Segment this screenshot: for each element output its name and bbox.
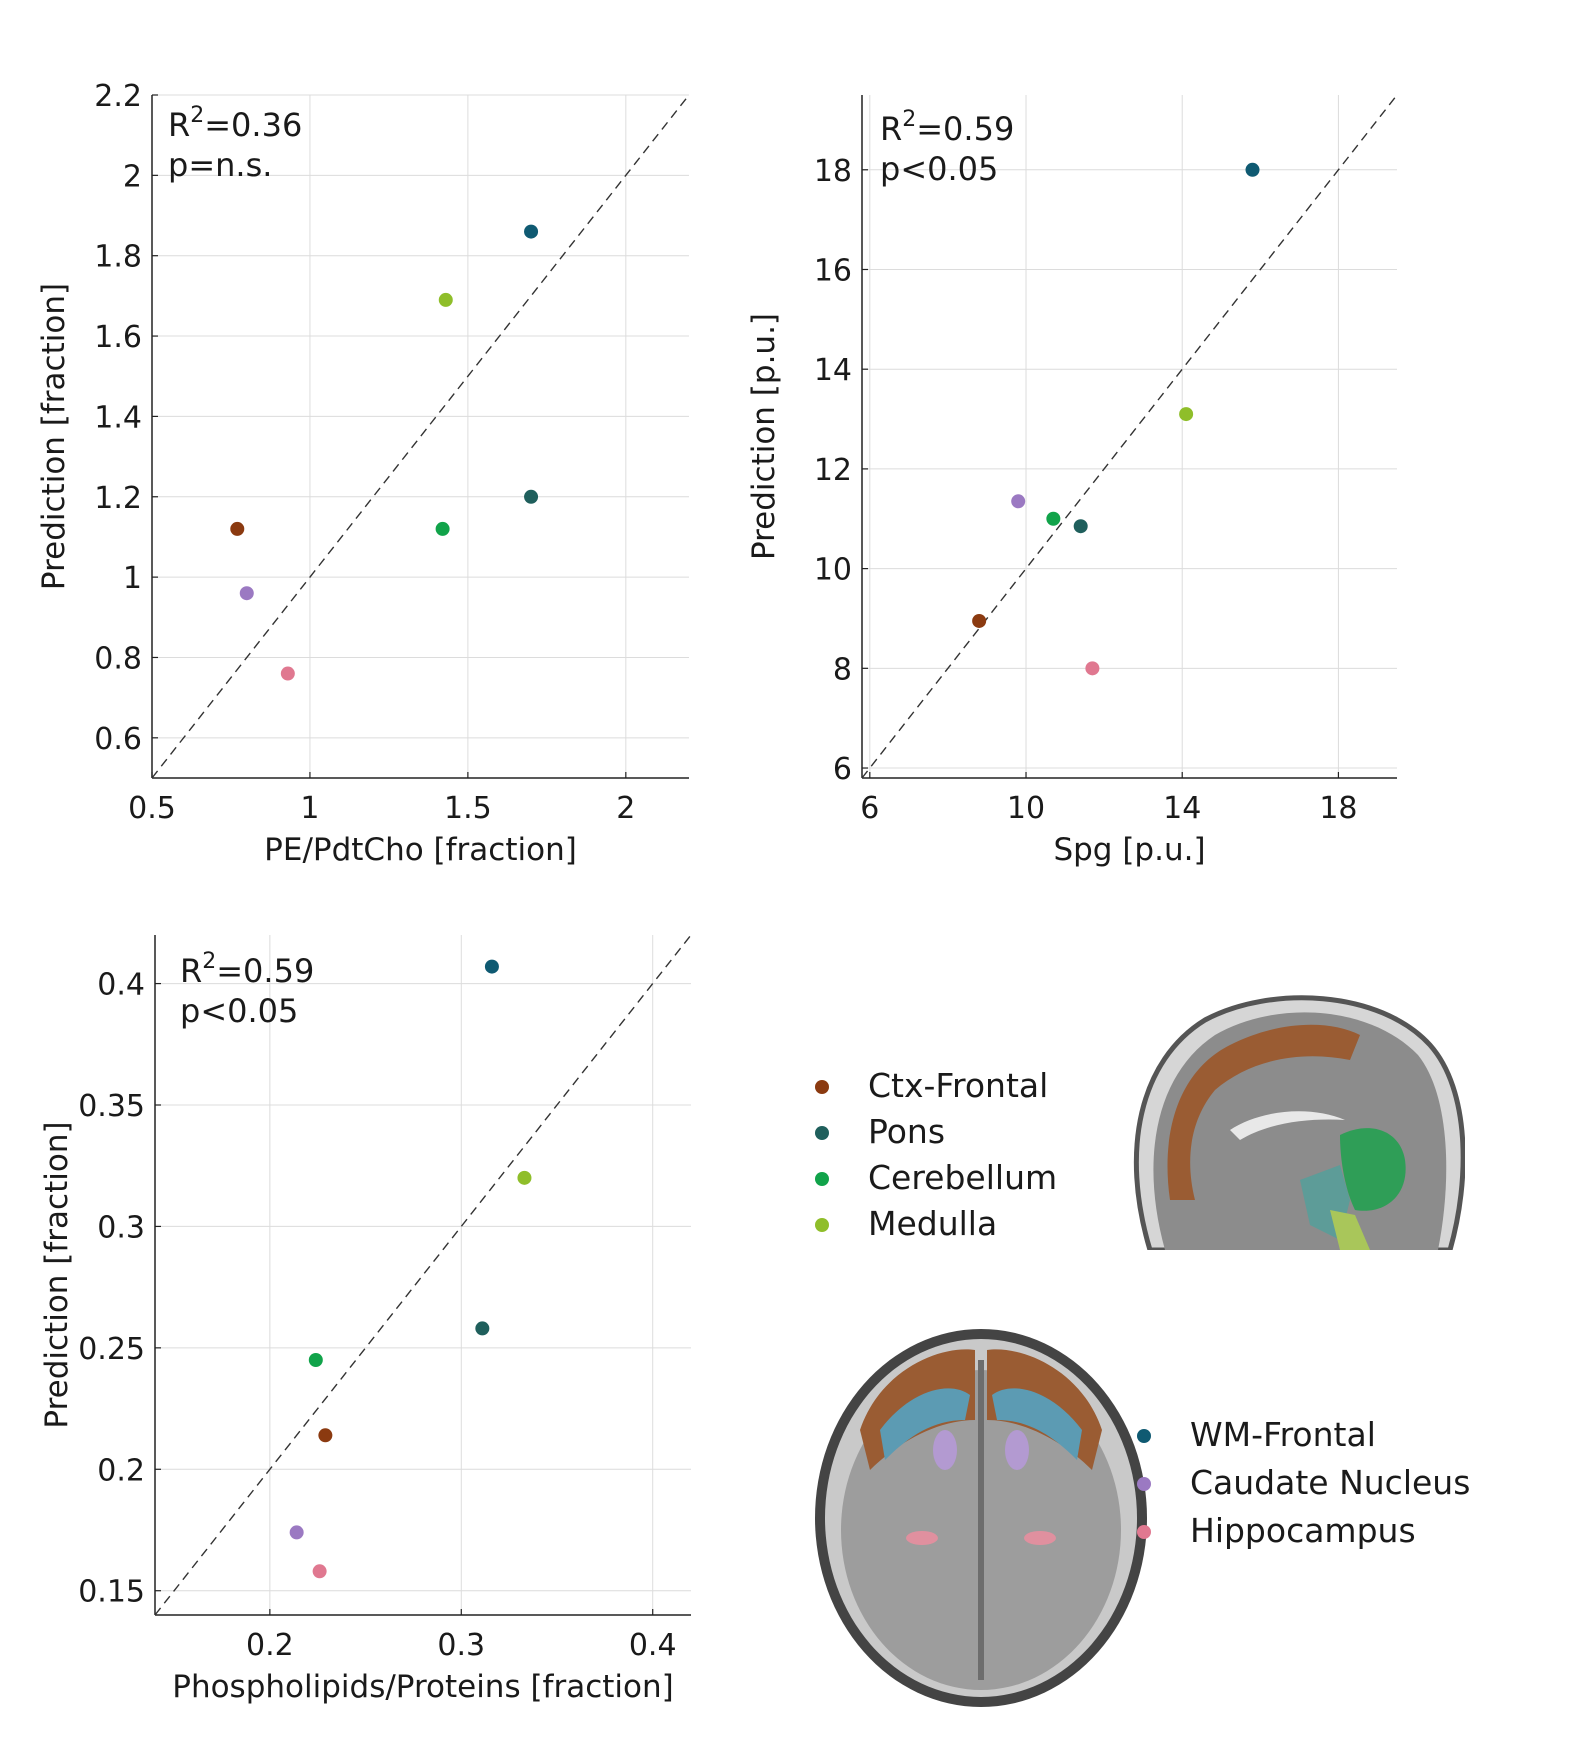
y-tick-label: 2.2 [94,79,142,114]
axial-brain-image [815,1329,1147,1707]
y-tick-label: 0.3 [97,1210,145,1245]
x-tick-label: 0.2 [246,1628,294,1663]
r-squared-annotation: R2=0.59 [880,107,1014,148]
scatter-plot-spg: 6 10 14 18 6 8 10 12 14 16 18 R2=0.59p<0.05 Spg [p.u… [746,94,1398,868]
x-tick-label: 2 [616,791,635,826]
x-tick-label: 0.5 [128,791,176,826]
y-tick-label: 0.2 [97,1453,145,1488]
data-point-caudate-nucleus [239,586,254,601]
y-tick-label: 16 [814,253,852,288]
p-value-annotation: p<0.05 [880,150,998,188]
legend-label-pons: Pons [868,1112,945,1151]
data-point-medulla [517,1170,532,1185]
data-point-caudate-nucleus [1011,494,1026,509]
y-tick-label: 10 [814,553,852,588]
p-value-annotation: p=n.s. [168,146,272,184]
x-tick-label: 18 [1319,791,1357,826]
data-point-hippocampus [1085,661,1100,676]
data-point-wm-frontal [1245,162,1260,177]
x-axis-label: Spg [p.u.] [1053,832,1205,868]
data-point-cerebellum [1046,511,1061,526]
y-tick-label: 1.4 [94,400,142,435]
data-point-caudate-nucleus [289,1525,304,1540]
identity-line [861,94,1398,779]
data-point-hippocampus [280,666,295,681]
sagittal-brain-image [1133,995,1465,1250]
legend-label-ctx-frontal: Ctx-Frontal [868,1066,1048,1105]
legend-marker-medulla [815,1218,829,1232]
y-tick-label: 8 [833,652,852,687]
x-tick-label: 10 [1007,791,1045,826]
y-tick-label: 1.6 [94,320,142,355]
data-point-ctx-frontal [318,1428,333,1443]
x-tick-label: 1 [300,791,319,826]
data-point-pons [475,1321,490,1336]
identity-line [154,934,692,1616]
y-axis-label: Prediction [fraction] [39,1121,75,1428]
data-point-ctx-frontal [230,521,245,536]
data-point-ctx-frontal [972,613,987,628]
y-tick-label: 1 [123,561,142,596]
legend-marker-hippocampus [1137,1525,1151,1539]
legend-marker-ctx-frontal [815,1080,829,1094]
data-point-medulla [1179,407,1194,422]
data-point-cerebellum [308,1353,323,1367]
legend-label-hippocampus: Hippocampus [1190,1511,1416,1550]
legend-marker-pons [815,1126,829,1140]
identity-line [151,94,690,779]
scatter-plot-pe-pdtcho: 0.5 1 1.5 2 0.6 0.8 1 1.2 1.4 1.6 1.8 2 2.2 R2=0.36p=… [36,79,690,868]
legend-marker-caudate-nucleus [1137,1477,1151,1491]
y-axis-label: Prediction [p.u.] [746,313,782,560]
legend-marker-wm-frontal [1137,1429,1151,1443]
data-point-pons [1073,519,1088,534]
legend-marker-cerebellum [815,1172,829,1186]
x-axis-label: PE/PdtCho [fraction] [264,832,577,868]
y-axis-label: Prediction [fraction] [36,283,72,590]
legend-label-wm-frontal: WM-Frontal [1190,1415,1376,1454]
y-tick-label: 12 [814,453,852,488]
data-point-medulla [438,292,453,307]
y-tick-label: 0.6 [94,722,142,757]
y-tick-label: 6 [833,752,852,787]
x-axis-label: Phospholipids/Proteins [fraction] [172,1669,673,1705]
y-tick-label: 0.4 [97,968,145,1003]
legend-top: Ctx-Frontal Pons Cerebellum Medulla [815,1066,1057,1243]
data-point-hippocampus [312,1564,327,1579]
y-tick-label: 0.35 [78,1089,145,1124]
r-squared-annotation: R2=0.36 [168,103,302,144]
scatter-plot-phospholipids-proteins: 0.2 0.3 0.4 0.15 0.2 0.25 0.3 0.35 0.4 R2=0.59p<0… [39,934,692,1705]
legend-bottom: WM-Frontal Caudate Nucleus Hippocampus [1137,1415,1470,1550]
y-tick-label: 1.8 [94,240,142,275]
y-tick-label: 0.25 [78,1332,145,1367]
data-point-wm-frontal [524,224,539,239]
y-tick-label: 0.15 [78,1575,145,1610]
y-tick-label: 14 [814,353,852,388]
r-squared-annotation: R2=0.59 [180,949,314,990]
x-tick-label: 0.4 [629,1628,677,1663]
y-tick-label: 0.8 [94,641,142,676]
legend-label-medulla: Medulla [868,1204,997,1243]
legend-label-cerebellum: Cerebellum [868,1158,1057,1197]
data-point-cerebellum [435,521,450,536]
data-point-wm-frontal [484,959,499,974]
x-tick-label: 6 [860,791,879,826]
x-tick-label: 1.5 [444,791,492,826]
data-point-pons [524,489,539,504]
legend-label-caudate-nucleus: Caudate Nucleus [1190,1463,1470,1502]
y-tick-label: 18 [814,154,852,189]
x-tick-label: 0.3 [437,1628,485,1663]
y-tick-label: 2 [123,159,142,194]
y-tick-label: 1.2 [94,481,142,516]
p-value-annotation: p<0.05 [180,992,298,1030]
x-tick-label: 14 [1163,791,1201,826]
